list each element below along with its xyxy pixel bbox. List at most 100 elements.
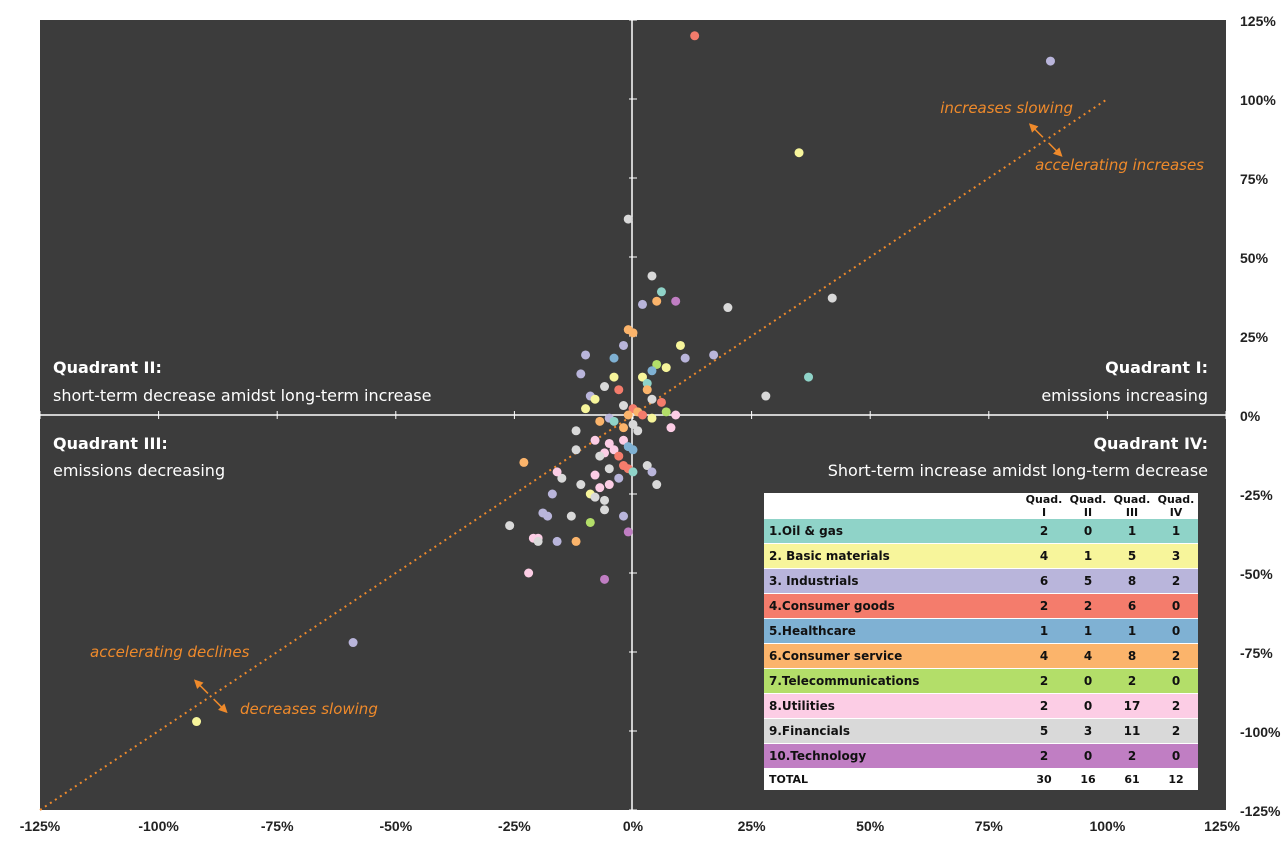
total-count: 12 bbox=[1154, 768, 1198, 790]
quadrant-iv-desc: Short-term increase amidst long-term dec… bbox=[828, 461, 1208, 480]
sector-count: 2 bbox=[1022, 693, 1066, 719]
table-row: 1.Oil & gas 2 0 1 1 bbox=[764, 519, 1198, 544]
data-point bbox=[827, 293, 837, 303]
data-point bbox=[600, 495, 610, 505]
data-point bbox=[652, 480, 662, 490]
sector-count: 6 bbox=[1110, 593, 1154, 619]
x-tick-label: 50% bbox=[856, 818, 885, 834]
sector-count: 1 bbox=[1110, 519, 1154, 544]
data-point bbox=[656, 287, 666, 297]
data-point bbox=[690, 31, 700, 41]
data-point bbox=[619, 423, 629, 433]
data-point bbox=[642, 385, 652, 395]
data-point bbox=[505, 521, 515, 531]
sector-count: 2 bbox=[1022, 743, 1066, 769]
data-point bbox=[609, 416, 619, 426]
data-point bbox=[637, 372, 647, 382]
data-point bbox=[566, 511, 576, 521]
x-axis-tick-marks bbox=[39, 411, 1227, 419]
data-point bbox=[647, 394, 657, 404]
sector-count: 1 bbox=[1110, 618, 1154, 644]
data-point bbox=[671, 410, 681, 420]
data-point bbox=[661, 363, 671, 373]
sector-count: 2 bbox=[1022, 593, 1066, 619]
data-point bbox=[192, 717, 202, 727]
quadrant-iv-title: Quadrant IV: bbox=[1093, 434, 1208, 453]
x-tick-label: -50% bbox=[379, 818, 412, 834]
x-tick-label: -100% bbox=[138, 818, 179, 834]
sector-count: 4 bbox=[1066, 643, 1110, 669]
data-point bbox=[671, 296, 681, 306]
data-point bbox=[576, 369, 586, 379]
sector-count: 0 bbox=[1154, 593, 1198, 619]
table-row: 3. Industrials 6 5 8 2 bbox=[764, 568, 1198, 594]
data-point bbox=[547, 489, 557, 499]
y-tick-label: 25% bbox=[1240, 329, 1269, 345]
table-row: 10.Technology 2 0 2 0 bbox=[764, 743, 1198, 769]
data-point bbox=[614, 473, 624, 483]
data-point bbox=[623, 214, 633, 224]
sector-count: 0 bbox=[1154, 668, 1198, 694]
annotation-accelerating-increases: accelerating increases bbox=[1035, 156, 1204, 174]
data-point bbox=[709, 350, 719, 360]
data-point bbox=[628, 419, 638, 429]
sector-count: 17 bbox=[1110, 693, 1154, 719]
data-point bbox=[552, 467, 562, 477]
sector-count: 6 bbox=[1022, 568, 1066, 594]
data-point bbox=[666, 423, 676, 433]
sector-label: 5.Healthcare bbox=[764, 618, 1022, 644]
data-point bbox=[656, 397, 666, 407]
sector-count: 2 bbox=[1154, 718, 1198, 744]
data-point bbox=[628, 467, 638, 477]
total-count: 16 bbox=[1066, 768, 1110, 790]
data-point bbox=[619, 511, 629, 521]
data-point bbox=[595, 483, 605, 493]
y-tick-label: 0% bbox=[1240, 408, 1261, 424]
data-point bbox=[628, 445, 638, 455]
table-total-row: TOTAL 30 16 61 12 bbox=[764, 768, 1198, 790]
sector-quadrant-table: Quad. I Quad. II Quad. III Quad. IV 1.Oi… bbox=[764, 493, 1198, 790]
y-tick-label: 100% bbox=[1240, 92, 1276, 108]
table-header-cell bbox=[764, 493, 1022, 519]
data-point bbox=[652, 296, 662, 306]
quadrant-ii-desc: short-term decrease amidst long-term inc… bbox=[53, 386, 431, 405]
data-point bbox=[637, 410, 647, 420]
arrow-accelerating-declines bbox=[193, 679, 209, 694]
data-point bbox=[571, 426, 581, 436]
data-point bbox=[581, 404, 591, 414]
sector-count: 2 bbox=[1110, 743, 1154, 769]
data-point bbox=[680, 353, 690, 363]
arrow-accelerating-increases bbox=[1048, 142, 1063, 157]
sector-count: 2 bbox=[1022, 668, 1066, 694]
x-tick-label: 25% bbox=[738, 818, 767, 834]
data-point bbox=[652, 359, 662, 369]
data-point bbox=[590, 492, 600, 502]
sector-label: 6.Consumer service bbox=[764, 643, 1022, 669]
data-point bbox=[614, 451, 624, 461]
sector-count: 3 bbox=[1154, 543, 1198, 569]
reference-line bbox=[39, 98, 1108, 811]
x-tick-label: -125% bbox=[20, 818, 61, 834]
data-point bbox=[723, 303, 733, 313]
data-point bbox=[571, 536, 581, 546]
total-label: TOTAL bbox=[764, 768, 1022, 790]
sector-label: 2. Basic materials bbox=[764, 543, 1022, 569]
quadrant-iii-title: Quadrant III: bbox=[53, 434, 168, 453]
sector-count: 2 bbox=[1110, 668, 1154, 694]
data-point bbox=[642, 378, 652, 388]
table-header-cell: Quad. I bbox=[1025, 493, 1063, 519]
data-point bbox=[619, 435, 629, 445]
sector-count: 8 bbox=[1110, 643, 1154, 669]
annotation-accelerating-declines: accelerating declines bbox=[90, 643, 250, 661]
data-point bbox=[661, 407, 671, 417]
data-point bbox=[609, 445, 619, 455]
y-tick-label: -125% bbox=[1240, 803, 1281, 819]
sector-count: 2 bbox=[1022, 519, 1066, 544]
data-point bbox=[595, 416, 605, 426]
table-header-row: Quad. I Quad. II Quad. III Quad. IV bbox=[764, 493, 1198, 519]
data-point bbox=[647, 366, 657, 376]
sector-count: 0 bbox=[1066, 693, 1110, 719]
sector-count: 5 bbox=[1022, 718, 1066, 744]
table-row: 5.Healthcare 1 1 1 0 bbox=[764, 618, 1198, 644]
sector-count: 2 bbox=[1154, 568, 1198, 594]
